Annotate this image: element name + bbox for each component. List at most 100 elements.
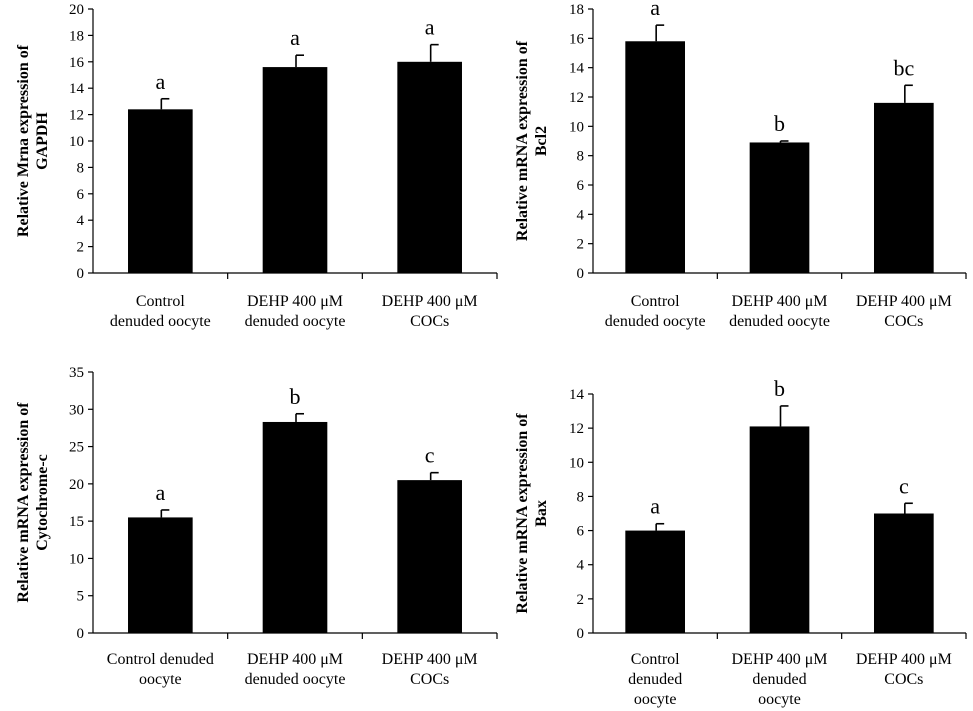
y-tick-label: 2 [77, 240, 85, 256]
y-tick-label: 10 [569, 455, 584, 471]
bar [262, 67, 328, 273]
y-tick-label: 6 [77, 187, 85, 203]
category-label: DEHP 400 μM COCs [382, 651, 478, 688]
y-tick-label: 18 [69, 28, 84, 44]
y-tick-label: 0 [77, 626, 85, 642]
category-label-line: oocyte [139, 671, 182, 688]
bar [128, 517, 193, 633]
y-tick-label: 4 [577, 207, 585, 223]
y-tick-label: 10 [69, 134, 84, 150]
y-tick-label: 16 [69, 55, 85, 71]
category-label-line: Control denuded [107, 651, 214, 668]
chart-cytochrome-c: 0 5 10 15 20 25 30 35 Relative mRNA expression o… [15, 365, 498, 688]
y-tick-label: 35 [69, 365, 84, 381]
category-label-line: DEHP 400 μM [382, 293, 478, 310]
y-tick-label: 25 [69, 440, 84, 456]
y-tick-label: 14 [69, 81, 85, 97]
y-tick-label: 10 [69, 551, 84, 567]
y-axis-title: Relative mRNA expression of Bcl2 [514, 40, 550, 241]
y-axis-title: Relative mRNA expression of Cytochrome-c [15, 402, 51, 603]
y-tick-label: 0 [577, 626, 585, 642]
category-label-line: denuded oocyte [729, 313, 830, 330]
y-tick-label: 10 [569, 119, 584, 135]
category-label-line: denuded [752, 671, 806, 688]
y-tick-label: 2 [577, 592, 585, 608]
y-tick-label: 12 [569, 421, 584, 437]
category-label: DEHP 400 μM COCs [382, 293, 478, 330]
category-label-line: Control [631, 651, 680, 668]
bar [625, 530, 686, 633]
y-tick-label: 14 [569, 387, 585, 403]
category-label-line: COCs [410, 313, 449, 330]
y-tick-label: 8 [77, 160, 85, 176]
category-label-line: DEHP 400 μM [247, 293, 343, 310]
bar [873, 513, 934, 633]
category-label-line: COCs [884, 313, 923, 330]
category-label: DEHP 400 μM denuded oocyte [729, 293, 830, 330]
category-label-line: DEHP 400 μM [382, 651, 478, 668]
y-tick-label: 12 [69, 108, 84, 124]
y-tick-label: 5 [77, 589, 85, 605]
y-axis-title-line: Cytochrome-c [34, 454, 51, 551]
y-tick-label: 15 [69, 514, 84, 530]
category-label-line: denuded oocyte [110, 313, 211, 330]
y-tick-label: 14 [569, 61, 585, 77]
category-label-line: COCs [410, 671, 449, 688]
category-label-line: DEHP 400 μM [856, 293, 952, 310]
bar [749, 426, 810, 633]
significance-letter: b [774, 111, 785, 136]
bar [625, 41, 686, 274]
category-label-line: COCs [884, 671, 923, 688]
y-tick-label: 18 [569, 2, 584, 18]
y-axis-title-line: Relative mRNA expression of [514, 40, 531, 241]
significance-letter: a [650, 0, 660, 20]
significance-letter: a [155, 480, 165, 505]
category-label: Control denuded oocyte [605, 293, 706, 330]
y-tick-label: 20 [69, 2, 84, 18]
significance-letter: c [425, 443, 435, 468]
chart-bax: 0 2 4 6 8 10 12 14 Relative mRNA expression of Ba… [514, 376, 967, 708]
y-axis-title-line: Relative Mrna expression of [15, 44, 32, 237]
bar [128, 109, 193, 273]
category-label-line: oocyte [634, 691, 677, 708]
y-axis-title: Relative mRNA expression of Bax [514, 413, 550, 614]
significance-letter: b [774, 376, 785, 401]
y-tick-label: 4 [577, 558, 585, 574]
category-label-line: Control [631, 293, 680, 310]
significance-letter: c [899, 473, 909, 498]
category-label-line: DEHP 400 μM [732, 651, 828, 668]
bar [873, 102, 934, 273]
y-tick-label: 0 [577, 266, 585, 282]
y-tick-label: 4 [77, 213, 85, 229]
significance-letter: b [290, 384, 301, 409]
significance-letter: bc [893, 55, 914, 80]
category-label-line: denuded [628, 671, 682, 688]
y-tick-label: 8 [577, 489, 585, 505]
y-tick-label: 8 [577, 149, 585, 165]
significance-letter: a [290, 25, 300, 50]
category-label: Control denuded oocyte [107, 651, 214, 688]
category-label: Control denuded oocyte [110, 293, 211, 330]
y-axis-title-line: Relative mRNA expression of [15, 402, 32, 603]
bar [397, 480, 462, 633]
category-label-line: DEHP 400 μM [732, 293, 828, 310]
category-label: DEHP 400 μM COCs [856, 651, 952, 688]
category-label-line: denuded oocyte [245, 671, 346, 688]
chart-gapdh: 0 2 4 6 8 10 12 14 16 18 20 Relative Mrna expressio… [15, 2, 498, 330]
category-label-line: DEHP 400 μM [856, 651, 952, 668]
category-label: DEHP 400 μM COCs [856, 293, 952, 330]
y-tick-label: 20 [69, 477, 84, 493]
y-tick-label: 2 [577, 237, 585, 253]
category-label: DEHP 400 μM denuded oocyte [245, 293, 346, 330]
y-tick-label: 0 [77, 266, 85, 282]
y-tick-label: 6 [577, 524, 585, 540]
category-label-line: oocyte [758, 691, 801, 708]
y-axis-title-line: GAPDH [34, 112, 51, 170]
y-tick-label: 6 [577, 178, 585, 194]
y-tick-label: 16 [569, 31, 585, 47]
category-label-line: denuded oocyte [245, 313, 346, 330]
significance-letter: a [425, 15, 435, 40]
chart-bcl2: 0 2 4 6 8 10 12 14 16 18 Relative mRNA expression … [514, 0, 967, 330]
y-tick-label: 30 [69, 402, 84, 418]
